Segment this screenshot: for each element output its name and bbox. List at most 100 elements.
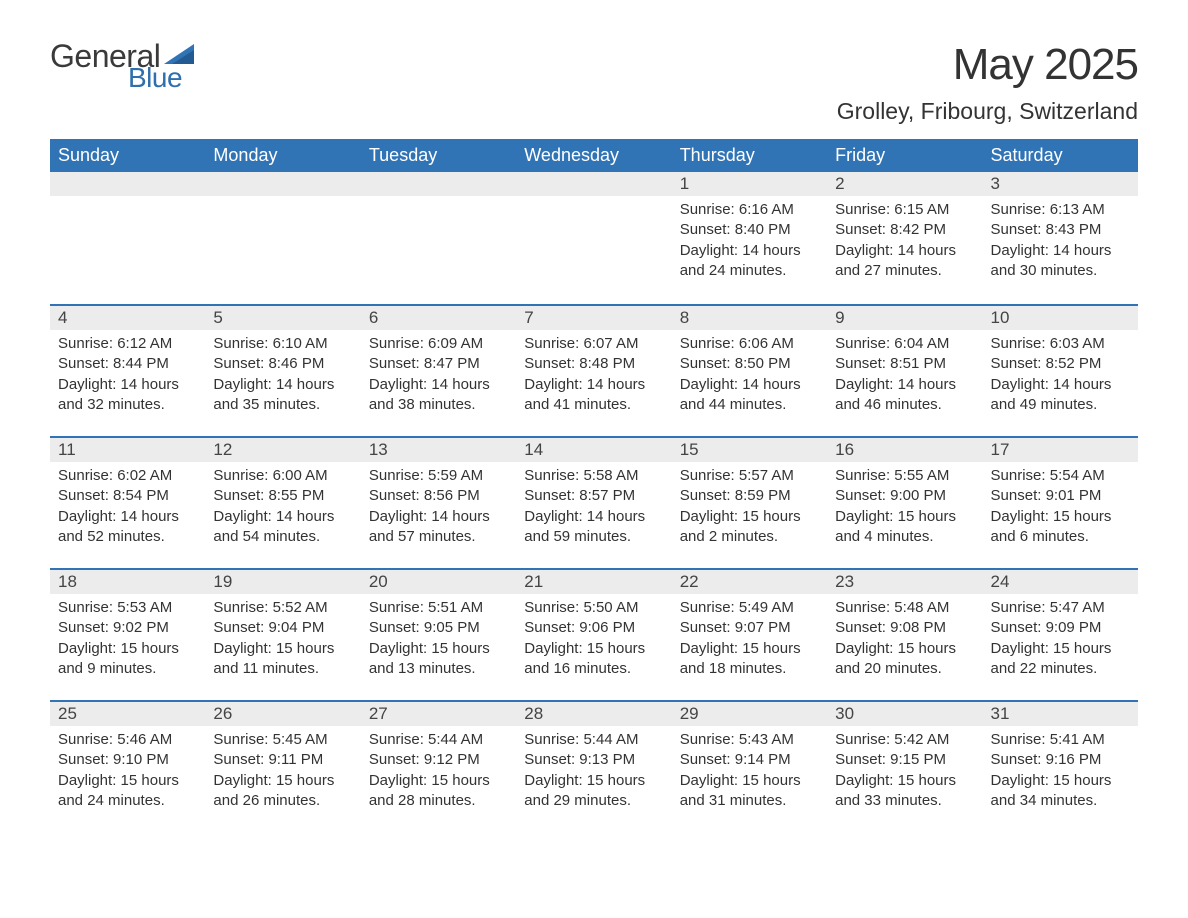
daylight-text: Daylight: 14 hours and 52 minutes. [58,507,197,548]
sunset-text: Sunset: 8:43 PM [991,220,1130,240]
calendar-cell: 12Sunrise: 6:00 AMSunset: 8:55 PMDayligh… [205,436,360,568]
calendar-cell: 18Sunrise: 5:53 AMSunset: 9:02 PMDayligh… [50,568,205,700]
sunrise-text: Sunrise: 6:04 AM [835,334,974,354]
daylight-text: Daylight: 14 hours and 46 minutes. [835,375,974,416]
day-details: Sunrise: 6:07 AMSunset: 8:48 PMDaylight:… [516,330,671,423]
day-details: Sunrise: 5:44 AMSunset: 9:13 PMDaylight:… [516,726,671,819]
daylight-text: Daylight: 14 hours and 27 minutes. [835,241,974,282]
calendar-cell: 2Sunrise: 6:15 AMSunset: 8:42 PMDaylight… [827,172,982,304]
sunrise-text: Sunrise: 5:48 AM [835,598,974,618]
day-details: Sunrise: 6:06 AMSunset: 8:50 PMDaylight:… [672,330,827,423]
daylight-text: Daylight: 15 hours and 24 minutes. [58,771,197,812]
daylight-text: Daylight: 14 hours and 59 minutes. [524,507,663,548]
sunset-text: Sunset: 8:44 PM [58,354,197,374]
daylight-text: Daylight: 14 hours and 32 minutes. [58,375,197,416]
day-number: 3 [983,172,1138,196]
daylight-text: Daylight: 14 hours and 44 minutes. [680,375,819,416]
logo-text-blue: Blue [128,64,194,92]
sunrise-text: Sunrise: 5:45 AM [213,730,352,750]
day-details: Sunrise: 5:59 AMSunset: 8:56 PMDaylight:… [361,462,516,555]
calendar-cell: 10Sunrise: 6:03 AMSunset: 8:52 PMDayligh… [983,304,1138,436]
day-number: 28 [516,700,671,726]
day-number: 29 [672,700,827,726]
sunset-text: Sunset: 8:47 PM [369,354,508,374]
calendar-cell: 8Sunrise: 6:06 AMSunset: 8:50 PMDaylight… [672,304,827,436]
sunset-text: Sunset: 8:48 PM [524,354,663,374]
day-number: 19 [205,568,360,594]
calendar-cell: 19Sunrise: 5:52 AMSunset: 9:04 PMDayligh… [205,568,360,700]
calendar-cell: 15Sunrise: 5:57 AMSunset: 8:59 PMDayligh… [672,436,827,568]
daylight-text: Daylight: 15 hours and 20 minutes. [835,639,974,680]
logo: General Blue [50,40,194,92]
sunrise-text: Sunrise: 6:07 AM [524,334,663,354]
daylight-text: Daylight: 15 hours and 22 minutes. [991,639,1130,680]
sunset-text: Sunset: 9:13 PM [524,750,663,770]
daylight-text: Daylight: 15 hours and 4 minutes. [835,507,974,548]
calendar-cell: 14Sunrise: 5:58 AMSunset: 8:57 PMDayligh… [516,436,671,568]
calendar-cell: 23Sunrise: 5:48 AMSunset: 9:08 PMDayligh… [827,568,982,700]
empty-daynum [516,172,671,196]
day-details: Sunrise: 5:55 AMSunset: 9:00 PMDaylight:… [827,462,982,555]
day-number: 30 [827,700,982,726]
calendar-cell: 31Sunrise: 5:41 AMSunset: 9:16 PMDayligh… [983,700,1138,832]
daylight-text: Daylight: 15 hours and 2 minutes. [680,507,819,548]
day-number: 24 [983,568,1138,594]
calendar-cell: 6Sunrise: 6:09 AMSunset: 8:47 PMDaylight… [361,304,516,436]
day-details: Sunrise: 5:41 AMSunset: 9:16 PMDaylight:… [983,726,1138,819]
sunrise-text: Sunrise: 5:44 AM [524,730,663,750]
empty-daynum [205,172,360,196]
daylight-text: Daylight: 15 hours and 29 minutes. [524,771,663,812]
day-details: Sunrise: 5:44 AMSunset: 9:12 PMDaylight:… [361,726,516,819]
calendar-cell [516,172,671,304]
calendar-cell: 27Sunrise: 5:44 AMSunset: 9:12 PMDayligh… [361,700,516,832]
weekday-header: Wednesday [516,139,671,172]
calendar-cell: 21Sunrise: 5:50 AMSunset: 9:06 PMDayligh… [516,568,671,700]
calendar-cell: 1Sunrise: 6:16 AMSunset: 8:40 PMDaylight… [672,172,827,304]
day-number: 27 [361,700,516,726]
calendar-cell: 20Sunrise: 5:51 AMSunset: 9:05 PMDayligh… [361,568,516,700]
sunrise-text: Sunrise: 5:43 AM [680,730,819,750]
sunrise-text: Sunrise: 5:57 AM [680,466,819,486]
calendar-cell: 11Sunrise: 6:02 AMSunset: 8:54 PMDayligh… [50,436,205,568]
weekday-header: Thursday [672,139,827,172]
day-number: 15 [672,436,827,462]
day-details: Sunrise: 6:15 AMSunset: 8:42 PMDaylight:… [827,196,982,289]
sunrise-text: Sunrise: 5:52 AM [213,598,352,618]
sunset-text: Sunset: 9:07 PM [680,618,819,638]
calendar-table: SundayMondayTuesdayWednesdayThursdayFrid… [50,139,1138,832]
day-details: Sunrise: 5:47 AMSunset: 9:09 PMDaylight:… [983,594,1138,687]
daylight-text: Daylight: 14 hours and 41 minutes. [524,375,663,416]
day-details: Sunrise: 5:46 AMSunset: 9:10 PMDaylight:… [50,726,205,819]
sunrise-text: Sunrise: 5:47 AM [991,598,1130,618]
calendar-cell: 3Sunrise: 6:13 AMSunset: 8:43 PMDaylight… [983,172,1138,304]
day-number: 5 [205,304,360,330]
day-details: Sunrise: 5:51 AMSunset: 9:05 PMDaylight:… [361,594,516,687]
sunrise-text: Sunrise: 5:50 AM [524,598,663,618]
sunset-text: Sunset: 9:14 PM [680,750,819,770]
day-number: 22 [672,568,827,594]
sunrise-text: Sunrise: 5:49 AM [680,598,819,618]
day-number: 25 [50,700,205,726]
day-number: 4 [50,304,205,330]
sunset-text: Sunset: 8:42 PM [835,220,974,240]
sunrise-text: Sunrise: 6:13 AM [991,200,1130,220]
sunset-text: Sunset: 8:51 PM [835,354,974,374]
sunrise-text: Sunrise: 6:12 AM [58,334,197,354]
calendar-cell: 22Sunrise: 5:49 AMSunset: 9:07 PMDayligh… [672,568,827,700]
day-number: 18 [50,568,205,594]
calendar-cell: 29Sunrise: 5:43 AMSunset: 9:14 PMDayligh… [672,700,827,832]
sunset-text: Sunset: 9:00 PM [835,486,974,506]
calendar-cell: 4 Sunrise: 6:12 AMSunset: 8:44 PMDaylight… [50,304,205,436]
sunset-text: Sunset: 8:57 PM [524,486,663,506]
calendar-cell: 17Sunrise: 5:54 AMSunset: 9:01 PMDayligh… [983,436,1138,568]
calendar-cell: 7Sunrise: 6:07 AMSunset: 8:48 PMDaylight… [516,304,671,436]
sunrise-text: Sunrise: 5:42 AM [835,730,974,750]
day-number: 21 [516,568,671,594]
sunrise-text: Sunrise: 5:41 AM [991,730,1130,750]
sunset-text: Sunset: 9:09 PM [991,618,1130,638]
daylight-text: Daylight: 14 hours and 54 minutes. [213,507,352,548]
sunrise-text: Sunrise: 5:55 AM [835,466,974,486]
calendar-week-row: 25Sunrise: 5:46 AMSunset: 9:10 PMDayligh… [50,700,1138,832]
sunrise-text: Sunrise: 6:10 AM [213,334,352,354]
day-number: 12 [205,436,360,462]
